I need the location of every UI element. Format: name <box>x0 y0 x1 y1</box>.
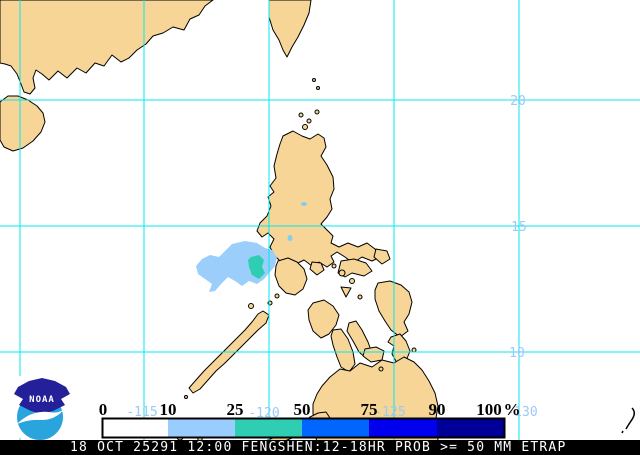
colorbar-segment-10-25 <box>168 419 235 437</box>
lon-label--115: -115 <box>126 405 157 420</box>
colorbar-segment-50-75 <box>302 419 369 437</box>
seagull-icon <box>17 409 64 424</box>
land-taiwan <box>268 0 312 58</box>
land-marinduque <box>309 261 325 276</box>
colorbar-unit-percent: % <box>504 400 521 419</box>
islands-batanes-babuyan <box>298 78 320 130</box>
lakes <box>287 202 307 241</box>
precip-blob-25-50 <box>248 255 265 279</box>
lon-label--120: -120 <box>248 406 279 421</box>
precip-probability-overlay <box>196 241 277 292</box>
colorbar-segment-25-50 <box>235 419 302 437</box>
island-outline-squiggle <box>621 407 635 434</box>
lat-label-10: 10 <box>509 346 525 361</box>
graticule-lines <box>0 0 640 440</box>
land-china-coast <box>0 0 214 95</box>
colorbar-tick-50: 50 <box>294 400 311 419</box>
colorbar: 0 10 25 50 75 90 100 % <box>99 400 521 439</box>
colorbar-tick-90: 90 <box>429 400 446 419</box>
colorbar-segment-90-100 <box>437 419 504 437</box>
colorbar-border <box>101 417 506 439</box>
lon-label--125: -125 <box>374 405 405 420</box>
land-catanduanes <box>373 248 391 265</box>
islands-palawan-chain <box>184 293 280 399</box>
colorbar-tick-0: 0 <box>99 400 108 419</box>
graticule-labels: 20 15 10 -115 -120 -125 -130 <box>126 94 537 421</box>
colorbar-tick-100: 100 <box>476 400 502 419</box>
colorbar-segment-0-10 <box>103 419 168 437</box>
status-bar-text: 18 OCT 25291 12:00 FENGSHEN:12-18HR PROB… <box>70 440 567 455</box>
islands-romblon-group <box>331 263 363 300</box>
land-mindoro <box>274 257 308 296</box>
noaa-logo-text: NOAA <box>29 395 55 405</box>
lat-label-15: 15 <box>511 220 527 235</box>
colorbar-tick-labels: 0 10 25 50 75 90 100 % <box>99 400 521 419</box>
status-bar: 18 OCT 25291 12:00 FENGSHEN:12-18HR PROB… <box>0 440 640 455</box>
land-hainan <box>0 95 46 152</box>
noaa-logo: NOAA <box>2 376 82 440</box>
noaa-logo-kite <box>14 378 70 414</box>
land-panay <box>307 299 340 339</box>
land-luzon <box>256 130 381 268</box>
lon-label--130: -130 <box>506 405 537 420</box>
land-bohol <box>362 346 385 363</box>
colorbar-segment-75-90 <box>369 419 437 437</box>
precip-blob-10-25 <box>196 241 277 292</box>
lat-label-20: 20 <box>510 94 526 109</box>
colorbar-tick-75: 75 <box>361 400 378 419</box>
colorbar-tick-25: 25 <box>227 400 244 419</box>
colorbar-tick-10: 10 <box>160 400 177 419</box>
